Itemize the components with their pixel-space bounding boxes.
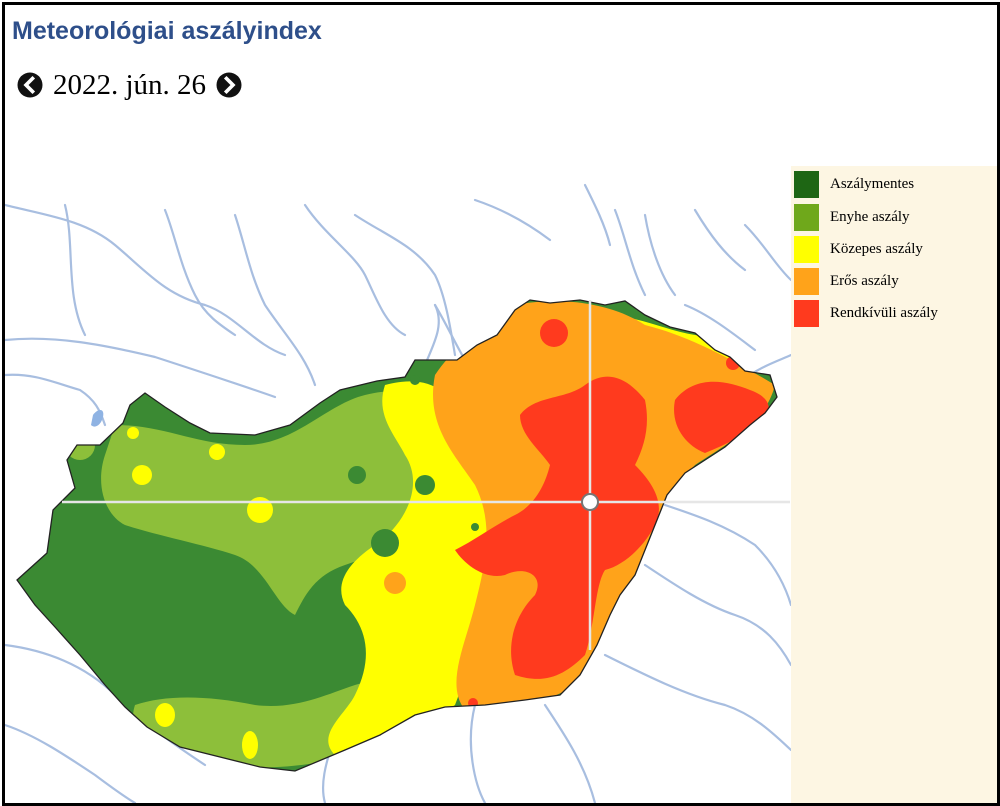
chevron-right-circle-icon[interactable] — [216, 72, 242, 98]
legend-label: Aszálymentes — [830, 175, 915, 192]
legend-label: Erős aszály — [830, 272, 899, 289]
drought-index-layer — [17, 300, 777, 771]
legend: Aszálymentes Enyhe aszály Közepes aszály… — [791, 166, 997, 803]
legend-item-kozepes-aszaly: Közepes aszály — [794, 234, 923, 264]
legend-label: Rendkívüli aszály — [830, 304, 938, 321]
legend-swatch — [794, 299, 819, 327]
chevron-left-circle-icon[interactable] — [17, 72, 43, 98]
location-marker[interactable] — [581, 493, 599, 511]
page-title: Meteorológiai aszályindex — [12, 17, 322, 45]
lake — [91, 410, 104, 427]
legend-item-enyhe-aszaly: Enyhe aszály — [794, 202, 910, 232]
date-label: 2022. jún. 26 — [53, 68, 207, 101]
legend-swatch — [794, 267, 819, 295]
legend-item-eros-aszaly: Erős aszály — [794, 266, 899, 296]
crosshair — [62, 300, 790, 650]
rivers — [5, 183, 793, 803]
legend-swatch — [794, 203, 819, 231]
legend-label: Közepes aszály — [830, 240, 923, 257]
date-navigator: 2022. jún. 26 — [17, 65, 242, 105]
legend-swatch — [794, 235, 819, 263]
legend-item-aszalymentes: Aszálymentes — [794, 169, 914, 199]
legend-label: Enyhe aszály — [830, 208, 910, 225]
legend-swatch — [794, 170, 819, 198]
drought-map[interactable] — [5, 5, 997, 803]
legend-item-rendkivuli-aszaly: Rendkívüli aszály — [794, 298, 938, 328]
